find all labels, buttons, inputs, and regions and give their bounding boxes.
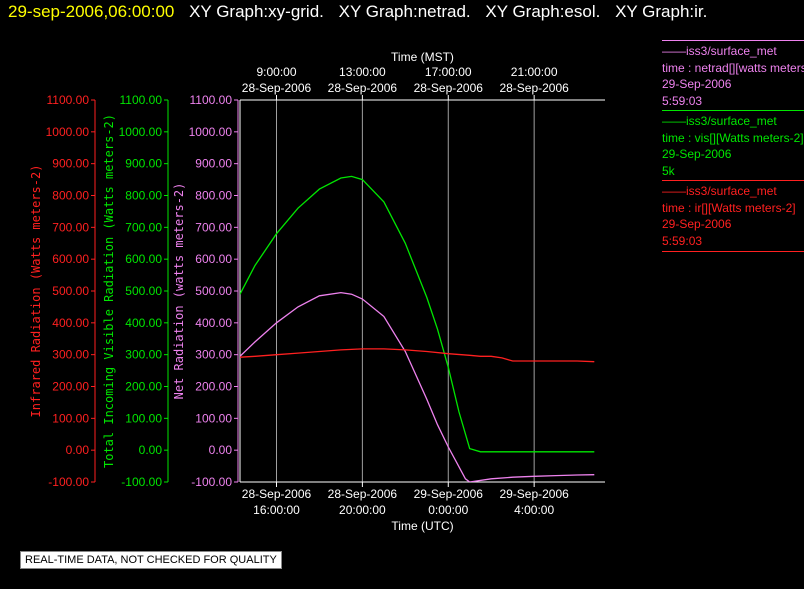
y-axis-label: Net Radiation (watts meters-2) <box>172 183 186 400</box>
top-tick-date: 28-Sep-2006 <box>499 81 569 95</box>
top-tick-time: 21:00:00 <box>511 65 558 79</box>
y-tick-label: 300.00 <box>125 348 162 362</box>
top-tick-time: 17:00:00 <box>425 65 472 79</box>
y-tick-label: 900.00 <box>195 157 232 171</box>
title-datetime: 29-sep-2006,06:00:00 <box>8 2 175 21</box>
title-graph-grid[interactable]: XY Graph:xy-grid. <box>189 2 324 21</box>
legend-entry-ir[interactable]: ——iss3/surface_met time : ir[][Watts met… <box>662 180 804 252</box>
legend-entry-vis[interactable]: ——iss3/surface_met time : vis[][Watts me… <box>662 110 804 179</box>
y-tick-label: 100.00 <box>52 411 89 425</box>
y-tick-label: 900.00 <box>125 157 162 171</box>
y-tick-label: 1000.00 <box>189 125 233 139</box>
top-tick-date: 28-Sep-2006 <box>414 81 484 95</box>
legend-date: 29-Sep-2006 <box>662 217 732 231</box>
y-tick-label: 1000.00 <box>46 125 90 139</box>
series-line-ir <box>240 348 595 363</box>
y-tick-label: 700.00 <box>125 220 162 234</box>
bottom-tick-date: 28-Sep-2006 <box>242 487 312 501</box>
legend-date: 29-Sep-2006 <box>662 77 732 91</box>
top-tick-date: 28-Sep-2006 <box>242 81 312 95</box>
y-tick-label: 500.00 <box>195 284 232 298</box>
y-tick-label: 100.00 <box>125 411 162 425</box>
y-tick-label: 300.00 <box>52 348 89 362</box>
y-tick-label: -100.00 <box>48 475 89 489</box>
legend-variable: time : ir[][Watts meters-2] <box>662 200 796 215</box>
y-tick-label: 800.00 <box>52 189 89 203</box>
bottom-tick-time: 16:00:00 <box>253 503 300 517</box>
y-tick-label: 400.00 <box>125 316 162 330</box>
bottom-tick-date: 29-Sep-2006 <box>414 487 484 501</box>
title-bar: 29-sep-2006,06:00:00 XY Graph:xy-grid. X… <box>8 2 717 22</box>
y-tick-label: 600.00 <box>52 252 89 266</box>
top-tick-time: 9:00:00 <box>256 65 296 79</box>
top-tick-time: 13:00:00 <box>339 65 386 79</box>
y-tick-label: 1100.00 <box>47 93 90 107</box>
y-tick-label: 400.00 <box>52 316 89 330</box>
y-tick-label: 1100.00 <box>190 93 233 107</box>
y-tick-label: 700.00 <box>52 220 89 234</box>
legend-time: 5:59:03 <box>662 93 703 108</box>
y-tick-label: 1100.00 <box>120 93 163 107</box>
legend-source: ——iss3/surface_met <box>662 184 777 198</box>
series-line-vis <box>240 175 595 453</box>
bottom-tick-time: 0:00:00 <box>428 503 468 517</box>
bottom-tick-date: 29-Sep-2006 <box>499 487 569 501</box>
bottom-axis-label: Time (UTC) <box>391 519 453 533</box>
legend-time: 5k <box>662 163 675 178</box>
y-tick-label: 500.00 <box>125 284 162 298</box>
legend: ——iss3/surface_met time : netrad[][watts… <box>662 40 804 253</box>
y-tick-label: 0.00 <box>66 443 90 457</box>
bottom-tick-time: 20:00:00 <box>339 503 386 517</box>
y-tick-label: 600.00 <box>125 252 162 266</box>
series-line-netrad <box>240 291 595 482</box>
title-graph-esol[interactable]: XY Graph:esol. <box>485 2 601 21</box>
legend-variable: time : vis[][Watts meters-2] <box>662 130 804 145</box>
y-axis-label: Total Incoming Visible Radiation (Watts … <box>102 114 116 468</box>
y-tick-label: 200.00 <box>195 380 232 394</box>
y-tick-label: 300.00 <box>195 348 232 362</box>
legend-entry-netrad[interactable]: ——iss3/surface_met time : netrad[][watts… <box>662 40 804 109</box>
y-tick-label: 800.00 <box>125 189 162 203</box>
y-tick-label: 900.00 <box>52 157 89 171</box>
y-tick-label: 100.00 <box>195 411 232 425</box>
top-tick-date: 28-Sep-2006 <box>328 81 398 95</box>
quality-warning-note: REAL-TIME DATA, NOT CHECKED FOR QUALITY <box>20 551 282 569</box>
bottom-tick-date: 28-Sep-2006 <box>328 487 398 501</box>
y-axis-label: Infrared Radiation (Watts meters-2) <box>29 165 43 418</box>
legend-variable: time : netrad[][watts meters-2] <box>662 60 804 75</box>
y-tick-label: 1000.00 <box>119 125 163 139</box>
y-tick-label: 700.00 <box>195 220 232 234</box>
title-graph-netrad[interactable]: XY Graph:netrad. <box>338 2 471 21</box>
legend-source: ——iss3/surface_met <box>662 114 777 128</box>
y-tick-label: 400.00 <box>195 316 232 330</box>
y-tick-label: 600.00 <box>195 252 232 266</box>
title-graph-ir[interactable]: XY Graph:ir. <box>615 2 708 21</box>
y-tick-label: -100.00 <box>121 475 162 489</box>
bottom-tick-time: 4:00:00 <box>514 503 554 517</box>
y-tick-label: 200.00 <box>125 380 162 394</box>
y-tick-label: -100.00 <box>191 475 232 489</box>
y-tick-label: 500.00 <box>52 284 89 298</box>
y-tick-label: 800.00 <box>195 189 232 203</box>
top-axis-label: Time (MST) <box>391 50 454 64</box>
y-tick-label: 0.00 <box>139 443 163 457</box>
legend-source: ——iss3/surface_met <box>662 44 777 58</box>
y-tick-label: 200.00 <box>52 380 89 394</box>
legend-date: 29-Sep-2006 <box>662 147 732 161</box>
legend-time: 5:59:03 <box>662 233 703 248</box>
y-tick-label: 0.00 <box>209 443 233 457</box>
